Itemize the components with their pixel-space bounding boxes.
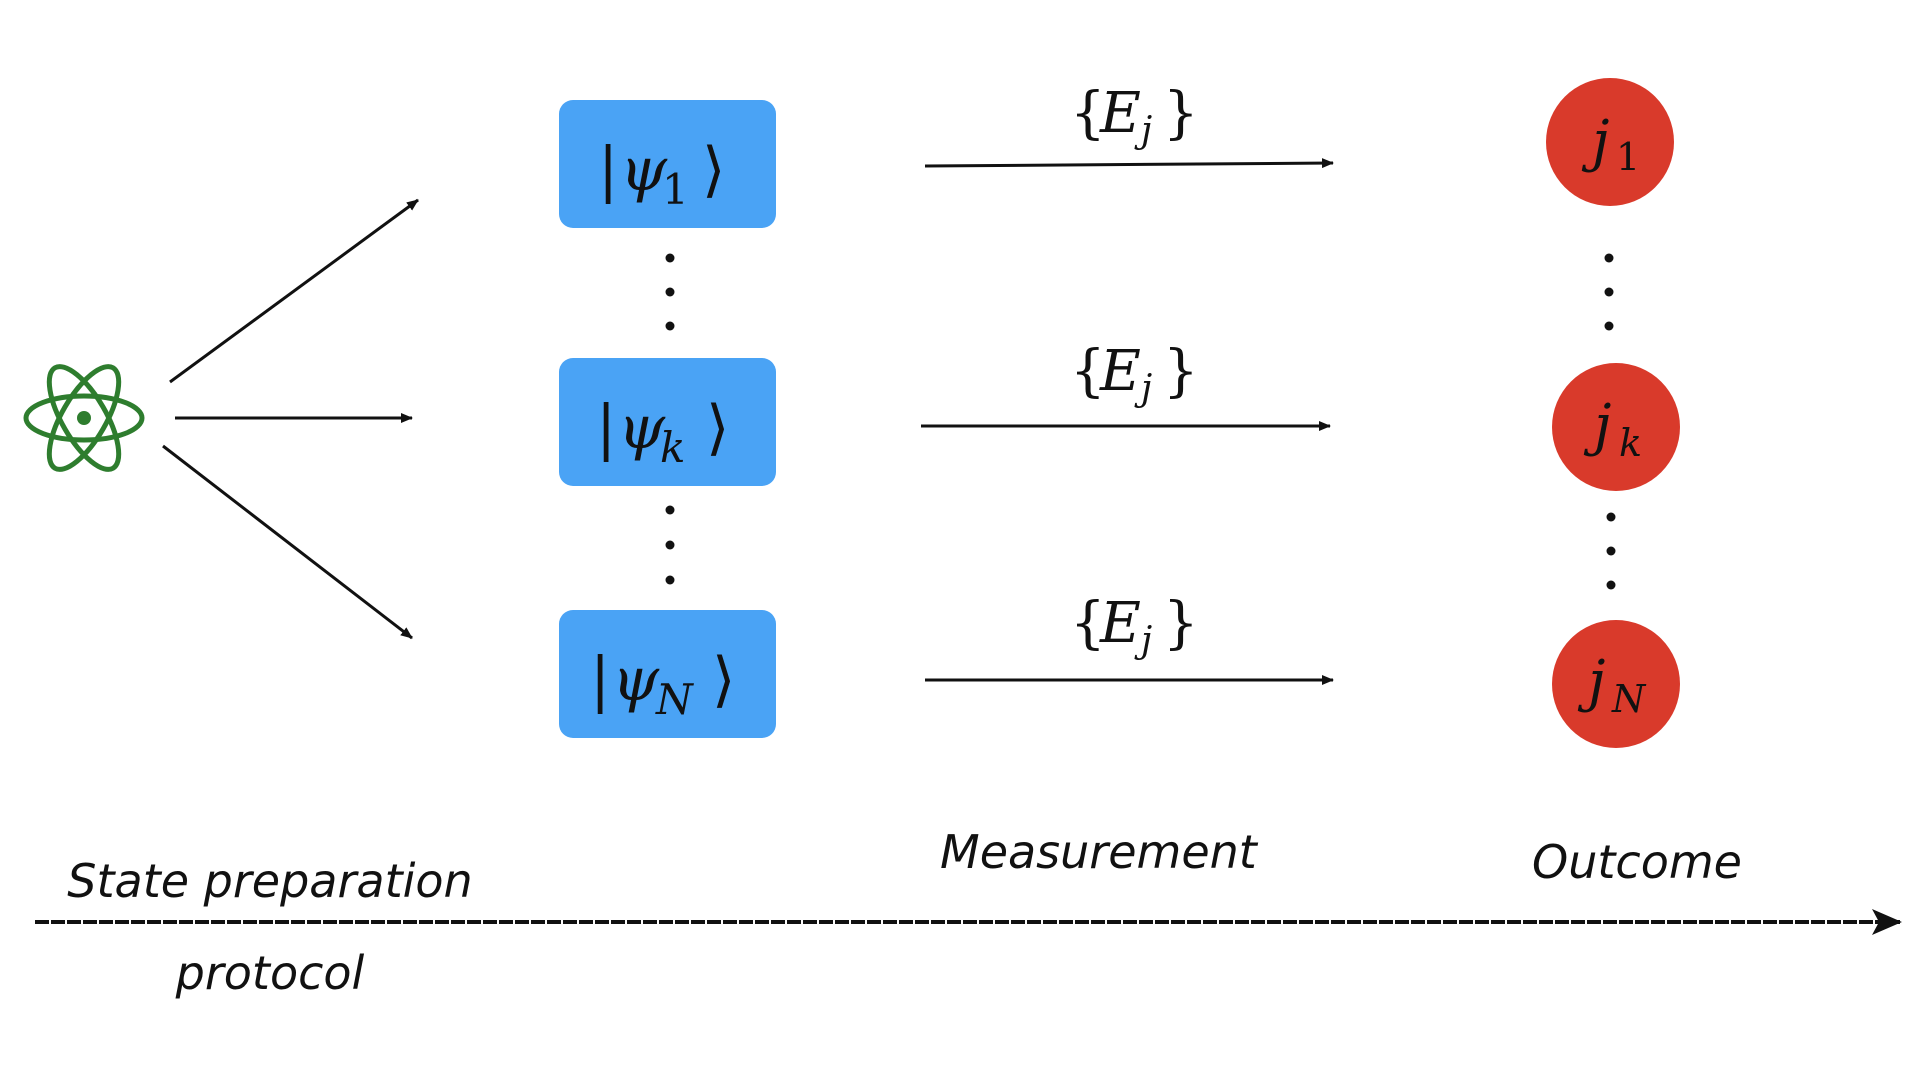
ket-angle: ⟩ [702, 135, 725, 205]
brace-open: { [1070, 339, 1106, 404]
brace-close: } [1163, 81, 1199, 146]
state-symbol: ψ [620, 135, 668, 205]
outcome-ellipsis-lower [1606, 512, 1616, 590]
outcome-ellipsis-upper [1604, 253, 1614, 331]
outcome-index: 1 [1616, 135, 1640, 179]
atom-icon [23, 364, 145, 472]
brace-close: } [1163, 339, 1199, 404]
outcome-circle-1: j 1 [1546, 78, 1674, 206]
arrow-source-to-state-n [162, 444, 413, 640]
measurement-operator-1: { E j } [1070, 81, 1199, 151]
outcome-circle-background [1552, 620, 1680, 748]
outcome-index: N [1611, 677, 1647, 721]
measurement-operator-n: { E j } [1070, 591, 1199, 661]
atom-orbit [23, 393, 145, 443]
state-box-n: | ψ N ⟩ [559, 610, 776, 738]
outcome-circle-n: j N [1552, 620, 1680, 748]
ket-bar: | [596, 393, 616, 463]
outcome-circle-background [1552, 363, 1680, 491]
state-ellipsis-lower [665, 505, 675, 585]
atom-orbit [46, 364, 122, 472]
measurement-arrow-1 [924, 158, 1334, 169]
brace-open: { [1070, 591, 1106, 656]
stage-label-state-preparation: State preparation protocol [60, 835, 480, 1019]
outcome-circle-background [1546, 78, 1674, 206]
ket-bar: | [598, 135, 618, 205]
state-index: 1 [662, 165, 689, 214]
stage-label-outcome: Outcome [1532, 835, 1742, 889]
stage-label-state-preparation-line2: protocol [175, 946, 365, 1000]
atom-nucleus [77, 411, 91, 425]
operator-symbol: E [1099, 339, 1141, 404]
state-box-1: | ψ 1 ⟩ [559, 100, 776, 228]
brace-close: } [1163, 591, 1199, 656]
stage-label-state-preparation-line1: State preparation [67, 854, 473, 908]
stage-label-measurement: Measurement [940, 825, 1257, 879]
state-ellipsis-upper [665, 253, 675, 331]
state-index: k [660, 423, 685, 472]
operator-symbol: E [1099, 81, 1141, 146]
arrow-source-to-state-1 [169, 198, 419, 384]
outcome-index: k [1619, 421, 1642, 465]
atom-orbit [46, 364, 122, 472]
state-box-background [559, 610, 776, 738]
ket-angle: ⟩ [706, 393, 729, 463]
measurement-operator-k: { E j } [1070, 339, 1199, 409]
brace-open: { [1070, 81, 1106, 146]
state-symbol: ψ [612, 645, 660, 715]
outcome-circle-k: j k [1552, 363, 1680, 491]
state-box-k: | ψ k ⟩ [559, 358, 776, 486]
ket-angle: ⟩ [712, 645, 735, 715]
state-symbol: ψ [618, 393, 666, 463]
operator-symbol: E [1099, 591, 1141, 656]
state-box-background [559, 358, 776, 486]
state-box-background [559, 100, 776, 228]
ket-bar: | [590, 645, 610, 715]
state-index: N [655, 675, 694, 724]
